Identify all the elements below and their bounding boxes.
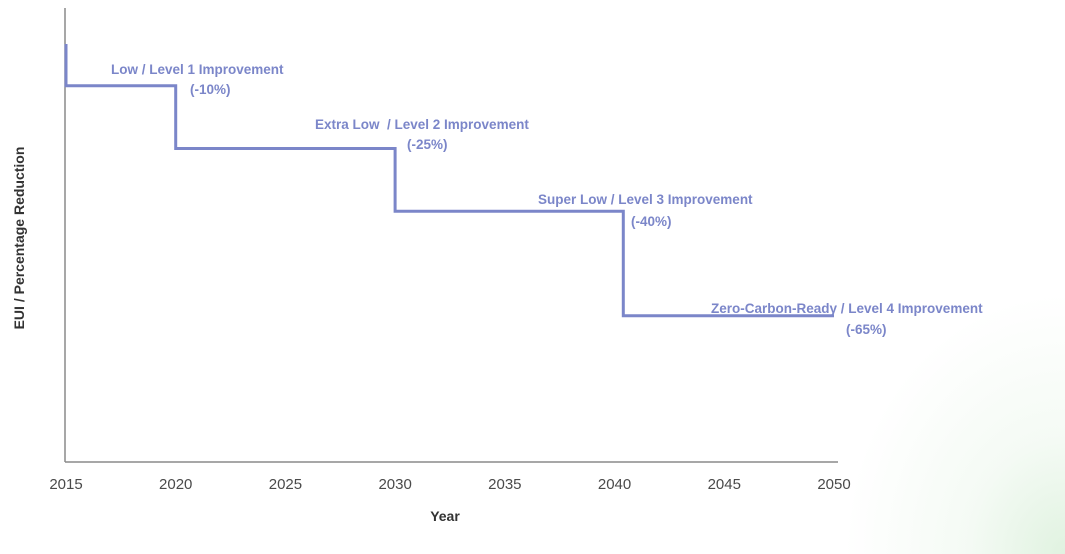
annotation-label-level-4: Zero-Carbon-Ready / Level 4 Improvement — [711, 301, 983, 316]
y-axis-title: EUI / Percentage Reduction — [11, 147, 27, 330]
x-tick-label: 2045 — [708, 476, 741, 493]
x-tick-label: 2015 — [49, 476, 82, 493]
x-tick-label: 2030 — [378, 476, 411, 493]
series-line — [64, 44, 834, 318]
x-tick-label: 2035 — [488, 476, 521, 493]
annotation-label-level-1: Low / Level 1 Improvement — [111, 62, 284, 77]
x-tick-label: 2020 — [159, 476, 192, 493]
annotation-value-level-3: (-40%) — [631, 214, 672, 229]
annotation-label-level-3: Super Low / Level 3 Improvement — [538, 192, 753, 207]
annotation-label-level-2: Extra Low / Level 2 Improvement — [315, 117, 529, 132]
annotation-value-level-2: (-25%) — [407, 137, 448, 152]
x-tick-label: 2050 — [817, 476, 850, 493]
annotation-value-level-1: (-10%) — [190, 82, 231, 97]
annotation-value-level-4: (-65%) — [846, 322, 887, 337]
x-axis-title: Year — [430, 508, 460, 524]
x-tick-label: 2025 — [269, 476, 302, 493]
x-tick-labels: 2015 2020 2025 2030 2035 2040 2045 2050 — [49, 476, 850, 493]
x-tick-label: 2040 — [598, 476, 631, 493]
